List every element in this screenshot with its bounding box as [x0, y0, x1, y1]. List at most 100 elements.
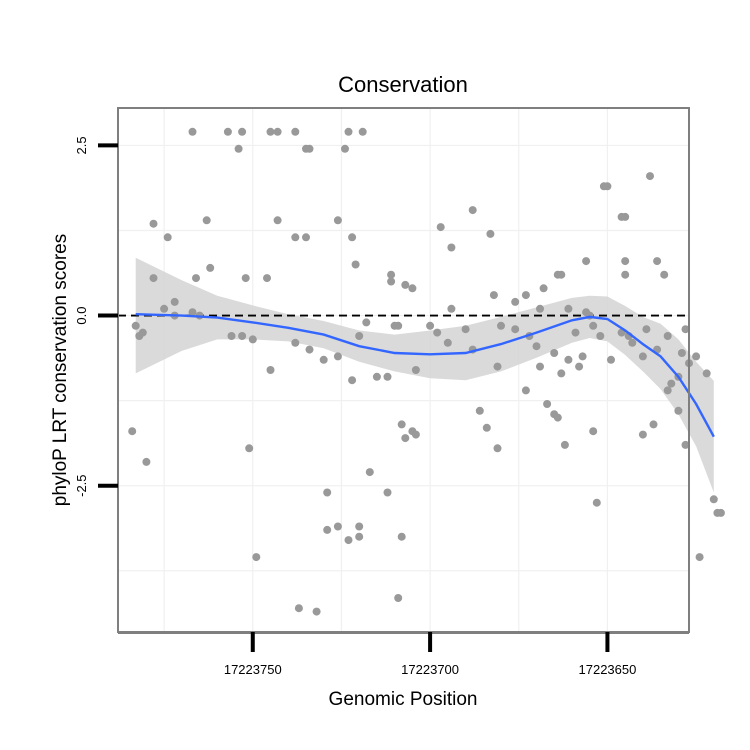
data-point — [564, 355, 573, 364]
data-point — [397, 420, 406, 429]
data-point — [131, 321, 140, 330]
data-point — [333, 522, 342, 531]
data-point — [344, 536, 353, 545]
data-point — [575, 362, 584, 371]
data-point — [660, 270, 669, 279]
data-point — [638, 430, 647, 439]
data-point — [582, 257, 591, 266]
data-point — [387, 270, 396, 279]
data-point — [674, 406, 683, 415]
x-axis: 17223750 17223700 17223650 — [118, 632, 689, 677]
data-point — [536, 304, 544, 313]
data-point — [663, 332, 672, 340]
data-point — [302, 233, 310, 242]
data-point — [223, 127, 232, 136]
data-point — [149, 274, 158, 283]
data-point — [170, 297, 179, 306]
data-point — [401, 280, 410, 289]
data-point — [638, 352, 647, 361]
data-point — [248, 335, 257, 344]
data-point — [202, 216, 211, 225]
data-point — [695, 553, 704, 562]
data-point — [447, 304, 456, 313]
data-point — [238, 127, 247, 136]
data-point — [128, 427, 137, 436]
data-point — [482, 423, 491, 432]
data-point — [341, 144, 349, 153]
data-point — [599, 182, 608, 191]
data-point — [266, 127, 275, 136]
data-point — [408, 284, 417, 293]
data-point — [532, 342, 541, 351]
data-point — [493, 444, 502, 453]
data-point — [411, 366, 420, 374]
data-point — [681, 325, 690, 334]
data-point — [589, 427, 598, 436]
data-point — [142, 457, 151, 466]
data-point — [677, 349, 686, 357]
smooth-fit-line — [135, 313, 715, 438]
data-point — [323, 488, 332, 497]
data-point — [486, 229, 495, 238]
data-point — [394, 321, 403, 330]
chart-title: Conservation — [338, 72, 468, 97]
data-point — [348, 233, 357, 242]
data-point — [589, 321, 598, 330]
data-point — [646, 172, 654, 181]
data-point — [621, 257, 630, 266]
data-point — [305, 345, 314, 354]
data-point — [362, 318, 371, 327]
data-point — [333, 216, 342, 225]
data-point — [564, 304, 573, 313]
data-point — [387, 277, 396, 286]
data-point — [291, 338, 300, 347]
data-point — [149, 219, 158, 228]
data-point — [436, 223, 445, 232]
data-point — [192, 274, 200, 283]
data-point — [543, 400, 552, 408]
data-point — [521, 386, 530, 395]
data-point — [273, 127, 282, 136]
data-point — [383, 488, 392, 497]
data-point — [557, 270, 566, 279]
data-point — [571, 328, 580, 337]
data-point — [443, 338, 452, 347]
data-point — [383, 372, 392, 381]
plot-panel — [117, 107, 725, 633]
data-point — [234, 144, 243, 153]
x-axis-title: Genomic Position — [329, 689, 478, 710]
data-point — [206, 263, 215, 272]
data-point — [511, 297, 520, 306]
data-point — [560, 440, 569, 449]
data-point — [333, 352, 342, 361]
data-point — [401, 434, 410, 443]
data-point — [447, 243, 456, 252]
data-point — [596, 332, 605, 340]
data-point — [553, 413, 562, 422]
data-point — [521, 291, 530, 300]
y-axis: 2.5 0.0 -2.5 — [74, 136, 118, 497]
y-tick-label: 0.0 — [74, 307, 89, 325]
data-point — [468, 206, 477, 215]
data-point — [681, 440, 690, 449]
data-point — [291, 233, 300, 242]
data-point — [607, 355, 615, 364]
data-point — [273, 216, 282, 225]
data-point — [394, 594, 403, 602]
data-point — [348, 376, 357, 385]
data-point — [493, 362, 502, 371]
data-point — [702, 369, 711, 378]
x-tick-label: 17223650 — [579, 662, 637, 677]
data-point — [355, 532, 364, 541]
data-point — [475, 406, 484, 415]
data-point — [617, 212, 626, 221]
data-point — [461, 325, 470, 334]
data-point — [312, 607, 321, 616]
data-point — [663, 386, 672, 395]
data-point — [160, 304, 169, 313]
data-point — [489, 291, 498, 300]
data-point — [238, 332, 247, 340]
y-tick-label: 2.5 — [74, 136, 89, 154]
data-point — [291, 127, 300, 136]
